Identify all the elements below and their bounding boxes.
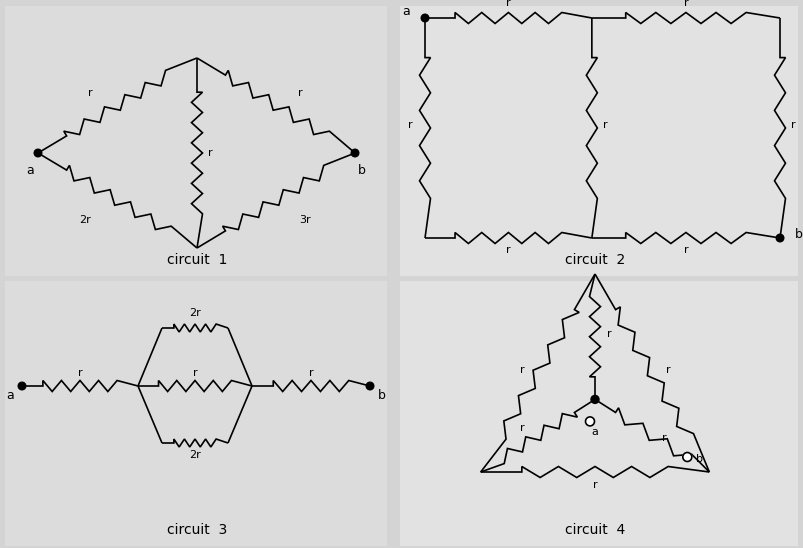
Text: b: b (695, 454, 702, 464)
Text: r: r (207, 148, 212, 158)
Circle shape (682, 453, 691, 461)
Text: r: r (505, 0, 510, 8)
Text: 3r: 3r (299, 215, 311, 225)
Circle shape (18, 382, 26, 390)
Text: a: a (591, 427, 597, 437)
Text: r: r (519, 365, 524, 375)
Text: r: r (308, 368, 313, 378)
Text: r: r (519, 423, 524, 433)
Text: 2r: 2r (189, 450, 201, 460)
Text: r: r (661, 433, 666, 443)
Text: r: r (683, 0, 687, 8)
Text: 2r: 2r (189, 308, 201, 318)
Text: r: r (88, 88, 92, 98)
Circle shape (585, 417, 593, 426)
Text: r: r (193, 368, 197, 378)
Text: r: r (606, 329, 610, 339)
Text: r: r (505, 245, 510, 255)
Circle shape (351, 149, 358, 157)
Text: b: b (377, 389, 385, 402)
Text: r: r (78, 368, 82, 378)
Text: circuit  1: circuit 1 (166, 253, 227, 267)
FancyBboxPatch shape (5, 281, 386, 546)
FancyBboxPatch shape (400, 281, 797, 546)
Circle shape (775, 234, 783, 242)
Text: r: r (407, 120, 412, 130)
Text: b: b (794, 228, 802, 241)
Circle shape (421, 14, 428, 22)
Text: circuit  4: circuit 4 (565, 523, 625, 537)
Text: r: r (601, 120, 606, 130)
Circle shape (365, 382, 373, 390)
FancyBboxPatch shape (5, 6, 386, 276)
Text: circuit  3: circuit 3 (167, 523, 226, 537)
Text: a: a (26, 163, 34, 176)
Text: r: r (683, 245, 687, 255)
Text: r: r (789, 120, 794, 130)
Text: circuit  2: circuit 2 (565, 253, 625, 267)
Text: r: r (665, 365, 670, 375)
Text: a: a (6, 389, 14, 402)
Text: r: r (592, 480, 597, 490)
Circle shape (35, 149, 42, 157)
FancyBboxPatch shape (400, 6, 797, 276)
Text: b: b (357, 163, 365, 176)
Text: a: a (402, 5, 410, 18)
Circle shape (590, 396, 598, 403)
Text: r: r (297, 88, 302, 98)
Text: 2r: 2r (79, 215, 91, 225)
